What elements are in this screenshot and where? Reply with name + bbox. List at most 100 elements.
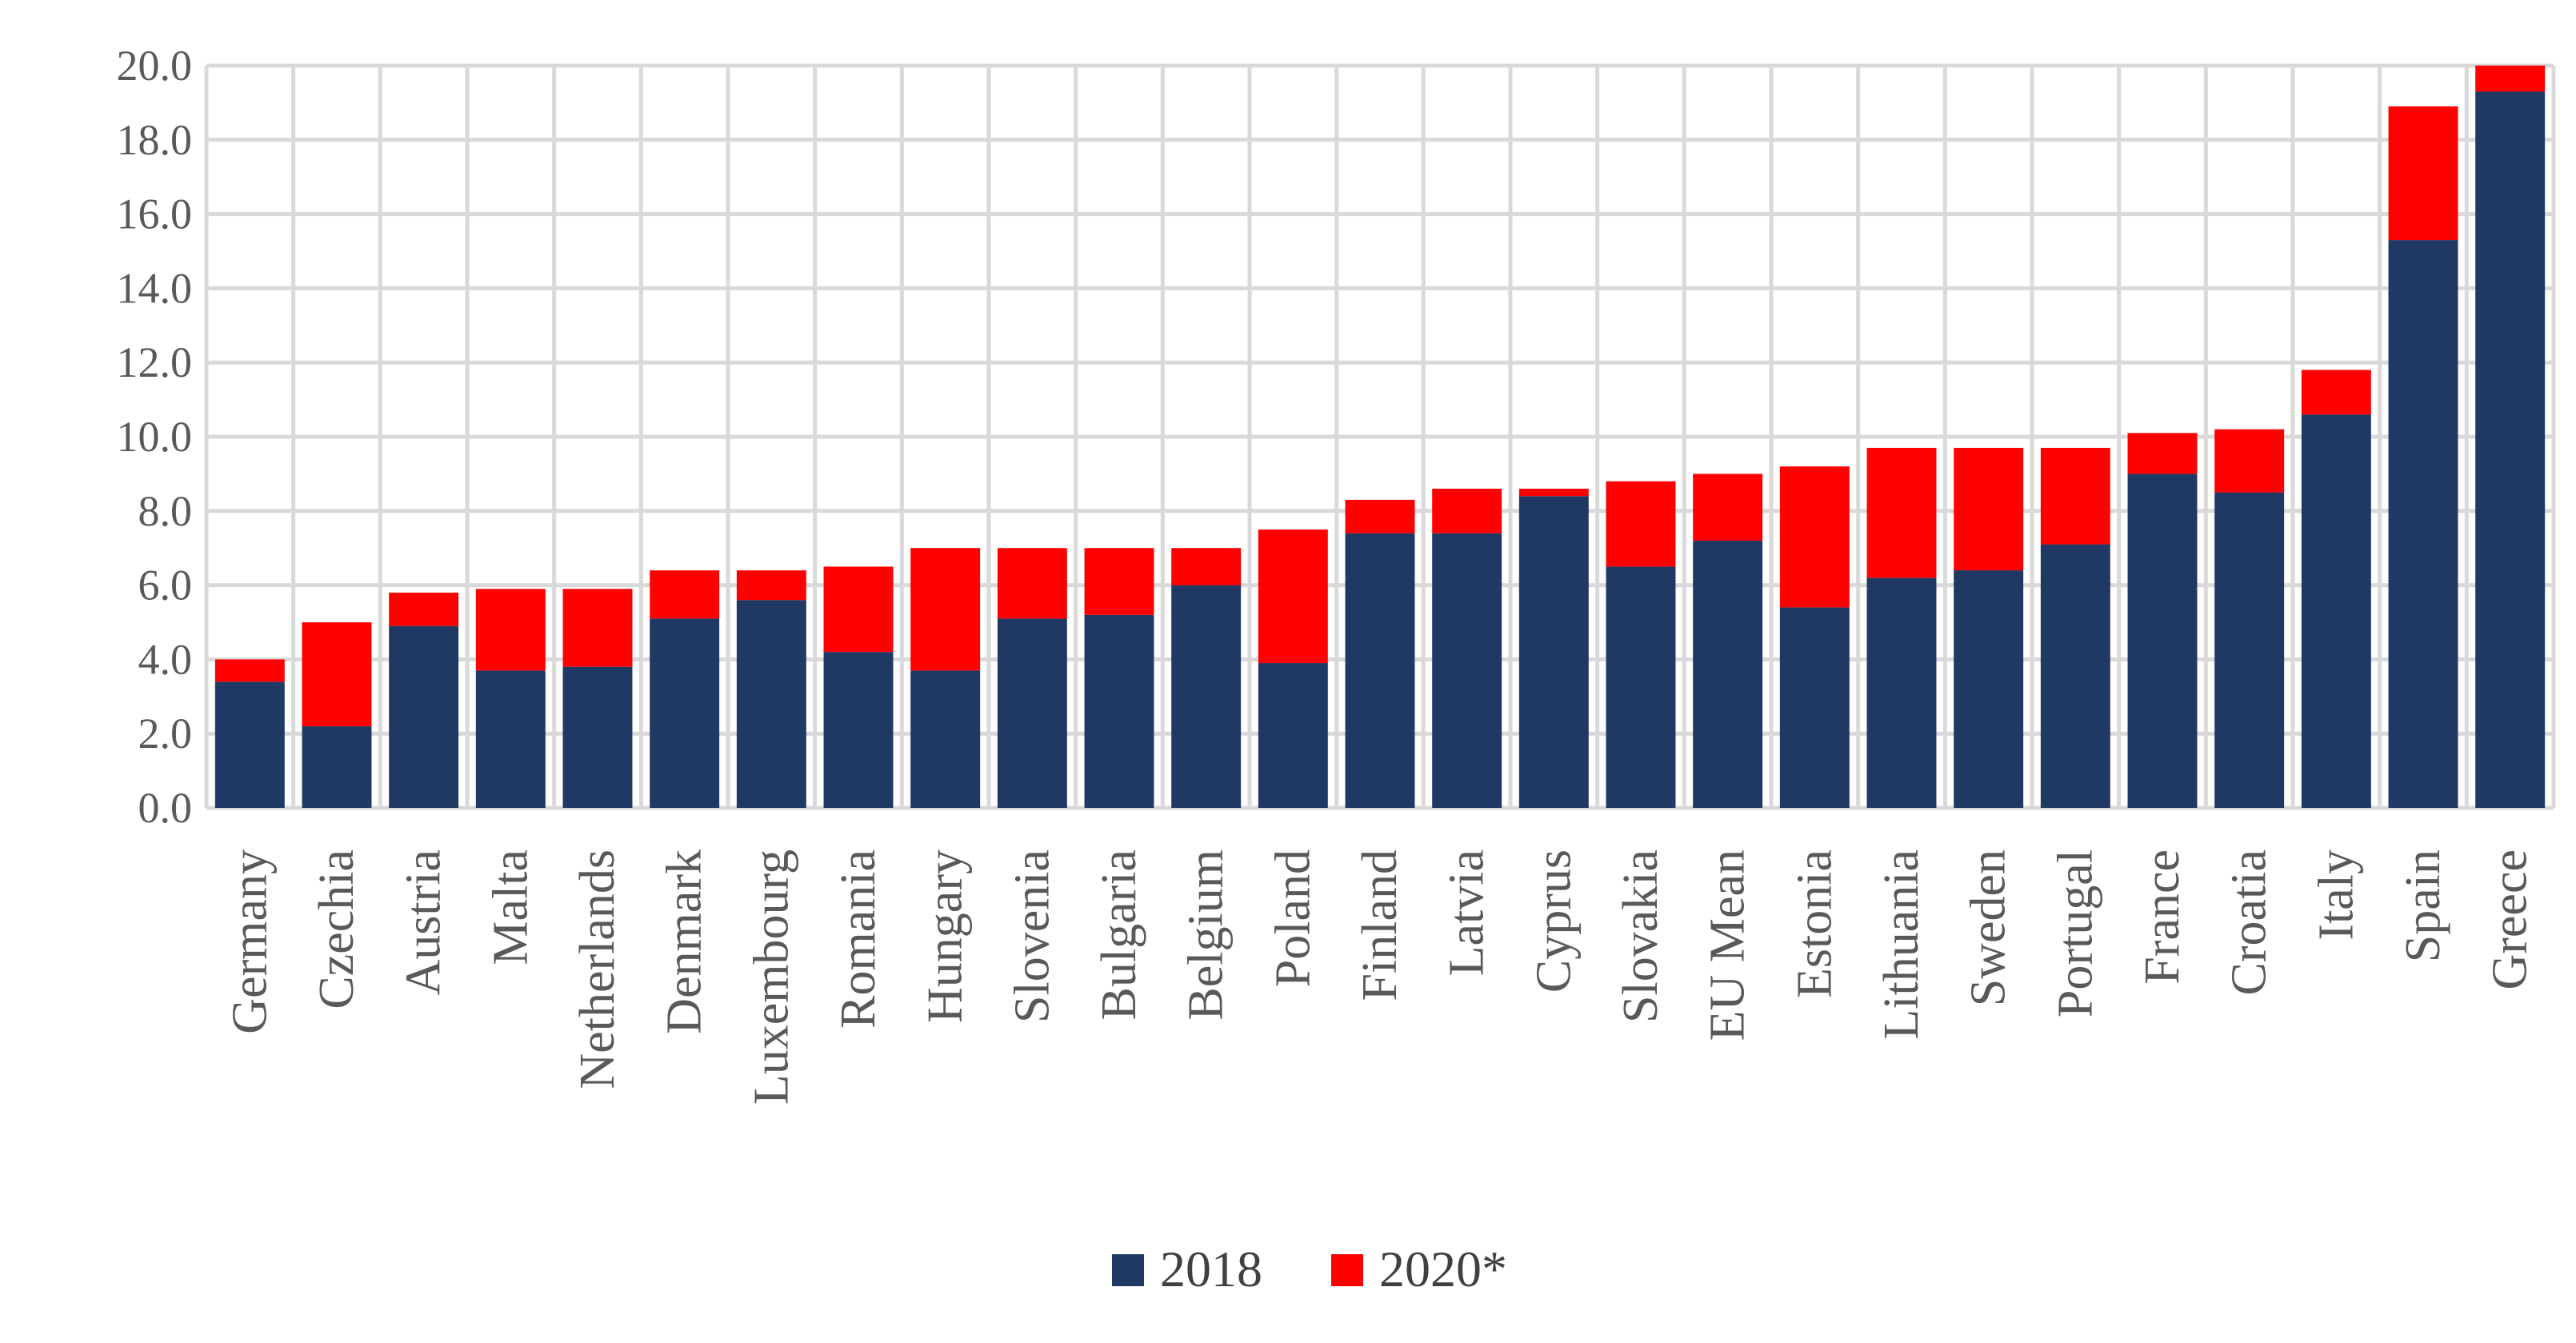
bar-2018-italy — [2301, 414, 2371, 808]
x-category-label: Belgium — [1179, 849, 1234, 1021]
y-tick-label: 16.0 — [117, 190, 193, 238]
x-category-label: Luxembourg — [744, 849, 798, 1105]
bar-2020-austria — [389, 592, 459, 626]
y-tick-label: 14.0 — [117, 264, 193, 312]
x-category-label: Romania — [831, 849, 886, 1029]
bar-2020-romania — [823, 566, 894, 653]
x-category-label: Slovenia — [1005, 849, 1059, 1023]
x-category-label: Slovakia — [1614, 849, 1668, 1023]
x-category-label: Spain — [2396, 849, 2450, 962]
bar-2018-denmark — [650, 618, 720, 808]
bar-2020-latvia — [1432, 488, 1502, 534]
y-tick-label: 20.0 — [117, 42, 193, 90]
bar-2020-spain — [2388, 106, 2458, 241]
bar-2018-slovenia — [997, 618, 1067, 808]
bar-2018-malta — [475, 670, 546, 808]
bar-2018-cyprus — [1518, 496, 1589, 808]
legend-swatch-2020 — [1331, 1254, 1363, 1286]
bar-2020-cyprus — [1518, 488, 1589, 497]
x-category-label: Estonia — [1787, 849, 1842, 998]
bar-2020-eu-mean — [1693, 474, 1763, 541]
gridlines — [204, 63, 2556, 810]
bar-2020-hungary — [910, 548, 981, 671]
bar-2020-bulgaria — [1084, 548, 1154, 615]
x-category-label: Poland — [1266, 849, 1320, 987]
bar-2020-czechia — [302, 622, 372, 726]
bar-2018-finland — [1345, 533, 1415, 808]
x-category-label: Bulgaria — [1092, 849, 1146, 1021]
bar-2018-estonia — [1779, 607, 1850, 808]
bar-2020-slovakia — [1606, 481, 1676, 567]
legend-label-2018: 2018 — [1160, 1241, 1262, 1297]
bar-2018-poland — [1258, 663, 1328, 808]
x-category-label: Italy — [2309, 849, 2363, 941]
bar-2018-luxembourg — [736, 600, 806, 808]
x-category-label: Hungary — [918, 849, 973, 1023]
bar-2018-austria — [389, 626, 459, 808]
bar-2018-greece — [2475, 91, 2546, 809]
bar-2018-eu-mean — [1693, 540, 1763, 808]
x-category-label: Czechia — [310, 849, 364, 1009]
bar-2020-sweden — [1954, 447, 2024, 571]
bar-2020-portugal — [2040, 447, 2110, 545]
bar-2018-croatia — [2214, 492, 2285, 808]
bar-2020-greece — [2475, 66, 2546, 92]
bars — [214, 66, 2546, 809]
bar-2018-sweden — [1954, 570, 2024, 808]
bar-2020-slovenia — [997, 548, 1067, 619]
x-category-label: Latvia — [1440, 849, 1494, 976]
y-tick-label: 6.0 — [138, 562, 193, 610]
y-tick-label: 8.0 — [138, 487, 193, 535]
bar-2018-czechia — [302, 725, 372, 808]
legend-label-2020: 2020* — [1379, 1241, 1507, 1297]
x-axis-category-labels: Germany Czechia Austria Malta Netherlands Den… — [222, 849, 2537, 1105]
x-category-label: Finland — [1353, 849, 1407, 1001]
bar-2018-germany — [214, 681, 285, 808]
bar-2018-latvia — [1432, 533, 1502, 808]
y-tick-label: 2.0 — [138, 709, 193, 757]
x-category-label: Netherlands — [570, 849, 625, 1089]
y-tick-label: 4.0 — [138, 635, 193, 683]
bar-2018-bulgaria — [1084, 614, 1154, 808]
x-category-label: Lithuania — [1874, 849, 1929, 1040]
y-tick-label: 10.0 — [117, 413, 193, 461]
bar-2018-netherlands — [562, 666, 633, 808]
y-tick-label: 18.0 — [117, 116, 193, 164]
bar-2020-france — [2127, 433, 2198, 474]
bar-2018-hungary — [910, 670, 981, 808]
bar-2020-netherlands — [562, 589, 633, 667]
bar-2018-spain — [2388, 240, 2458, 809]
bar-2020-italy — [2301, 370, 2371, 415]
x-category-label: Greece — [2483, 849, 2538, 990]
bar-2018-slovakia — [1606, 566, 1676, 808]
legend-swatch-2018 — [1112, 1254, 1144, 1286]
x-category-label: Malta — [483, 849, 538, 965]
bar-2018-france — [2127, 474, 2198, 808]
x-category-label: Portugal — [2048, 849, 2102, 1017]
bar-2020-germany — [214, 659, 285, 682]
bar-2020-denmark — [650, 570, 720, 619]
bar-2020-poland — [1258, 530, 1328, 664]
x-category-label: Austria — [397, 849, 451, 996]
bar-2020-finland — [1345, 499, 1415, 534]
x-category-label: France — [2135, 849, 2190, 985]
bar-2018-portugal — [2040, 544, 2110, 808]
x-category-label: Sweden — [1962, 849, 2016, 1006]
legend: 2018 2020* — [1112, 1241, 1507, 1297]
x-category-label: Germany — [222, 849, 277, 1034]
x-category-label: EU Mean — [1701, 849, 1755, 1041]
bar-2020-croatia — [2214, 429, 2285, 493]
bar-2020-malta — [475, 589, 546, 671]
bar-2020-luxembourg — [736, 570, 806, 601]
x-category-label: Cyprus — [1526, 849, 1581, 993]
bar-2020-belgium — [1171, 548, 1242, 586]
bar-2018-lithuania — [1866, 578, 1937, 808]
x-category-label: Denmark — [658, 849, 712, 1034]
x-category-label: Croatia — [2222, 849, 2277, 996]
y-axis-tick-labels: 0.0 2.0 4.0 6.0 8.0 10.0 12.0 14.0 16.0 18.0 20.0 — [117, 42, 193, 832]
bar-2018-romania — [823, 652, 894, 808]
bar-2018-belgium — [1171, 585, 1242, 808]
y-tick-label: 0.0 — [138, 784, 193, 832]
